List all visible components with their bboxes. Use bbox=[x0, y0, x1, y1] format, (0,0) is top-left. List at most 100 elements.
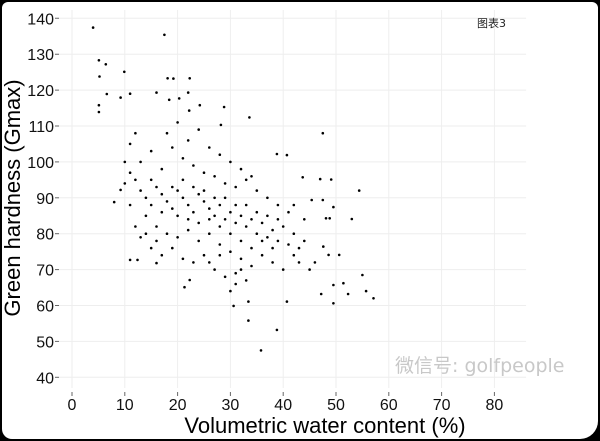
data-point bbox=[123, 160, 127, 164]
data-point bbox=[144, 214, 148, 218]
data-point bbox=[181, 257, 185, 261]
data-point bbox=[208, 232, 211, 235]
x-tick-label: 70 bbox=[433, 397, 451, 414]
x-tick-label: 20 bbox=[169, 397, 187, 414]
data-point bbox=[187, 109, 191, 112]
y-tick-label: 50 bbox=[36, 334, 54, 351]
data-point bbox=[128, 142, 132, 146]
data-point bbox=[287, 210, 290, 214]
data-point bbox=[213, 214, 216, 218]
data-point bbox=[223, 182, 227, 185]
data-point bbox=[160, 210, 164, 214]
data-point bbox=[329, 178, 333, 181]
data-point bbox=[276, 218, 280, 221]
y-axis-label: Green hardness (Gmax) bbox=[2, 79, 25, 316]
data-point bbox=[350, 217, 354, 221]
y-axis: 40 50 60 70 80 90 100 110 120 130 140 bbox=[27, 11, 59, 387]
data-point bbox=[188, 278, 191, 282]
data-point bbox=[197, 239, 200, 243]
data-point bbox=[250, 246, 253, 250]
chart-annotation: 图表3 bbox=[477, 16, 506, 30]
data-point bbox=[346, 292, 350, 296]
data-point bbox=[97, 103, 101, 107]
data-point bbox=[144, 232, 148, 235]
data-point bbox=[285, 300, 289, 303]
data-point bbox=[255, 210, 259, 214]
data-point bbox=[155, 91, 158, 94]
data-point bbox=[128, 258, 132, 262]
data-point bbox=[208, 218, 211, 221]
data-point bbox=[301, 176, 305, 179]
data-point bbox=[176, 236, 179, 239]
data-point bbox=[218, 225, 222, 228]
y-tick-label: 70 bbox=[36, 263, 54, 280]
data-point bbox=[176, 214, 179, 218]
data-point bbox=[244, 203, 248, 207]
data-point bbox=[271, 228, 274, 232]
data-point bbox=[213, 196, 216, 200]
data-point bbox=[97, 110, 101, 114]
data-point bbox=[171, 207, 174, 210]
data-point bbox=[234, 221, 237, 225]
data-point bbox=[324, 217, 328, 220]
x-axis-label: Volumetric water content (%) bbox=[184, 413, 465, 438]
data-point bbox=[313, 261, 317, 264]
data-point bbox=[361, 273, 364, 277]
data-point bbox=[292, 253, 296, 257]
data-point bbox=[167, 98, 171, 102]
data-point bbox=[119, 188, 122, 192]
data-point bbox=[188, 77, 191, 80]
gridlines bbox=[59, 10, 527, 388]
data-point bbox=[134, 178, 137, 182]
data-point bbox=[171, 146, 174, 149]
data-point bbox=[177, 97, 181, 100]
data-point bbox=[155, 185, 158, 189]
data-point bbox=[155, 239, 158, 243]
data-point bbox=[202, 253, 206, 257]
data-point bbox=[229, 210, 232, 214]
data-point bbox=[218, 253, 222, 257]
data-point bbox=[218, 153, 222, 156]
data-point bbox=[218, 243, 222, 246]
data-point bbox=[292, 232, 296, 235]
data-point bbox=[248, 116, 251, 119]
data-point bbox=[222, 105, 226, 109]
data-point bbox=[165, 232, 169, 235]
data-point bbox=[244, 178, 248, 182]
data-point bbox=[223, 275, 227, 279]
data-point bbox=[134, 225, 137, 228]
data-point bbox=[139, 160, 142, 164]
data-point bbox=[192, 164, 195, 167]
data-point bbox=[271, 246, 274, 250]
data-point bbox=[149, 149, 153, 153]
data-point bbox=[128, 92, 132, 95]
data-point bbox=[234, 185, 237, 189]
data-point bbox=[186, 228, 190, 232]
data-point bbox=[239, 214, 243, 218]
data-point bbox=[192, 210, 195, 214]
data-point bbox=[332, 283, 335, 287]
data-point bbox=[275, 152, 279, 156]
data-point bbox=[234, 203, 237, 207]
data-point bbox=[234, 282, 237, 286]
data-point bbox=[208, 146, 211, 149]
data-point bbox=[186, 91, 190, 94]
data-point bbox=[197, 221, 200, 225]
data-point bbox=[303, 239, 306, 243]
data-point bbox=[260, 221, 264, 225]
data-point bbox=[192, 261, 195, 264]
data-point bbox=[186, 139, 190, 142]
data-point bbox=[297, 261, 301, 264]
data-point bbox=[239, 268, 243, 271]
data-point bbox=[332, 205, 335, 209]
data-point bbox=[337, 253, 341, 257]
data-point bbox=[308, 268, 311, 271]
x-tick-label: 60 bbox=[380, 397, 398, 414]
y-tick-label: 90 bbox=[36, 191, 54, 208]
data-point bbox=[266, 196, 269, 200]
data-point bbox=[319, 292, 323, 296]
data-point bbox=[149, 178, 153, 182]
y-tick-label: 130 bbox=[27, 47, 54, 64]
data-point bbox=[105, 92, 109, 96]
